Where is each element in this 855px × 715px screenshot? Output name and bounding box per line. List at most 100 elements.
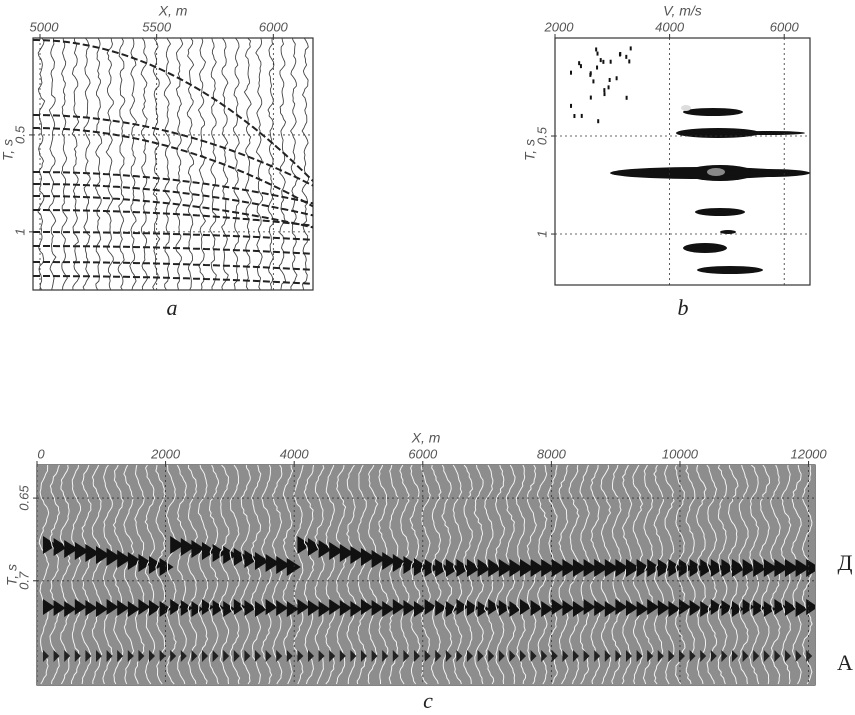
wavelet-fill	[276, 600, 289, 616]
trace	[240, 465, 251, 685]
wavelet-fill	[774, 559, 789, 577]
wavelet-fill	[668, 601, 681, 617]
trace	[102, 465, 113, 685]
wavelet-fill	[96, 650, 102, 662]
wavelet-fill	[159, 558, 174, 576]
trace	[335, 465, 347, 685]
spectrum-peak	[707, 168, 725, 176]
wavelet-fill	[456, 559, 471, 577]
trace	[187, 465, 198, 685]
wavelet-fill	[732, 650, 738, 662]
wavelet-fill	[74, 650, 81, 662]
trace	[685, 465, 696, 685]
wavelet-fill	[721, 559, 736, 577]
wavelet-fill	[509, 650, 516, 662]
wavelet-fill	[477, 601, 490, 617]
wavelet-fill	[276, 650, 283, 662]
trace	[59, 465, 71, 685]
trace	[621, 465, 633, 685]
wavelet-fill	[85, 600, 98, 616]
wavelet-fill	[64, 540, 79, 558]
panel-caption: b	[678, 295, 689, 320]
wavelet-fill	[308, 650, 314, 662]
wavelet-fill	[626, 559, 640, 577]
wavelet-fill	[191, 650, 198, 662]
wavelet-fill	[127, 601, 140, 617]
x-tick-label: 10000	[662, 446, 699, 461]
trace	[409, 465, 421, 685]
wavelet-fill	[85, 650, 92, 662]
wavelet-fill	[361, 548, 375, 566]
trace	[717, 465, 728, 685]
wavelet-fill	[647, 599, 660, 615]
trace	[38, 465, 50, 685]
wavelet-fill	[106, 599, 119, 615]
wavelet-fill	[212, 600, 225, 616]
spectrum-blob	[735, 131, 805, 135]
wavelet-fill	[721, 650, 728, 662]
wavelet-fill	[488, 599, 501, 615]
trace	[91, 465, 103, 685]
spectrum-blob	[676, 128, 760, 138]
wavelet-fill	[806, 650, 813, 662]
wavelet-fill	[520, 599, 532, 615]
spectrum-speck	[596, 51, 599, 56]
spectrum-blob	[720, 230, 736, 234]
trace	[346, 465, 357, 684]
wavelet-fill	[594, 559, 609, 577]
wavelet-fill	[785, 600, 797, 616]
wavelet-fill	[573, 650, 579, 662]
trace	[105, 38, 114, 290]
trace	[229, 465, 241, 685]
trace	[218, 465, 230, 685]
wavelet-fill	[64, 601, 77, 617]
wavelet-fill	[308, 538, 322, 556]
wavelet-fill	[477, 650, 484, 662]
wavelet-fill	[615, 599, 628, 615]
trace	[399, 465, 410, 685]
wavelet-fill	[149, 650, 155, 662]
wavelet-fill	[371, 600, 384, 616]
wavelet-fill	[350, 601, 363, 617]
trace	[293, 465, 304, 685]
trace	[165, 465, 177, 685]
x-axis-label: X, m	[411, 430, 441, 446]
wavelet-fill	[64, 650, 71, 662]
spectrum-speck	[580, 113, 583, 118]
wavelet-fill	[403, 556, 418, 574]
wavelet-fill	[53, 538, 68, 556]
spectrum-blob	[695, 208, 745, 216]
wavelet-fill	[361, 650, 367, 662]
reflection-event	[33, 39, 313, 182]
trace	[208, 465, 220, 685]
wavelet-fill	[594, 650, 601, 662]
wavelet-fill	[785, 650, 791, 662]
wavelet-fill	[573, 559, 587, 577]
trace	[155, 465, 166, 685]
wavelet-fill	[138, 554, 153, 572]
wavelet-fill	[350, 546, 365, 564]
wavelet-fill	[626, 650, 632, 662]
wavelet-fill	[456, 599, 469, 615]
wavelet-fill	[742, 650, 749, 662]
trace	[780, 465, 792, 685]
wavelet-fill	[339, 544, 354, 562]
wavelet-fill	[573, 601, 585, 617]
spectrum-blob	[720, 169, 810, 177]
wavelet-fill	[424, 650, 431, 662]
spectrum-speck	[607, 85, 610, 90]
wavelet-fill	[276, 556, 291, 574]
wavelet-fill	[594, 600, 607, 616]
wavelet-fill	[763, 650, 770, 662]
wavelet-fill	[106, 548, 121, 566]
trace	[325, 465, 336, 685]
wavelet-fill	[361, 599, 373, 615]
wavelet-fill	[647, 650, 654, 662]
wavelet-fill	[467, 559, 481, 577]
wavelet-fill	[520, 650, 526, 662]
x-tick-label: 2000	[544, 19, 575, 34]
wavelet-fill	[265, 650, 272, 662]
trace	[356, 465, 368, 685]
wavelet-fill	[382, 650, 389, 662]
panel-caption: a	[167, 295, 178, 320]
